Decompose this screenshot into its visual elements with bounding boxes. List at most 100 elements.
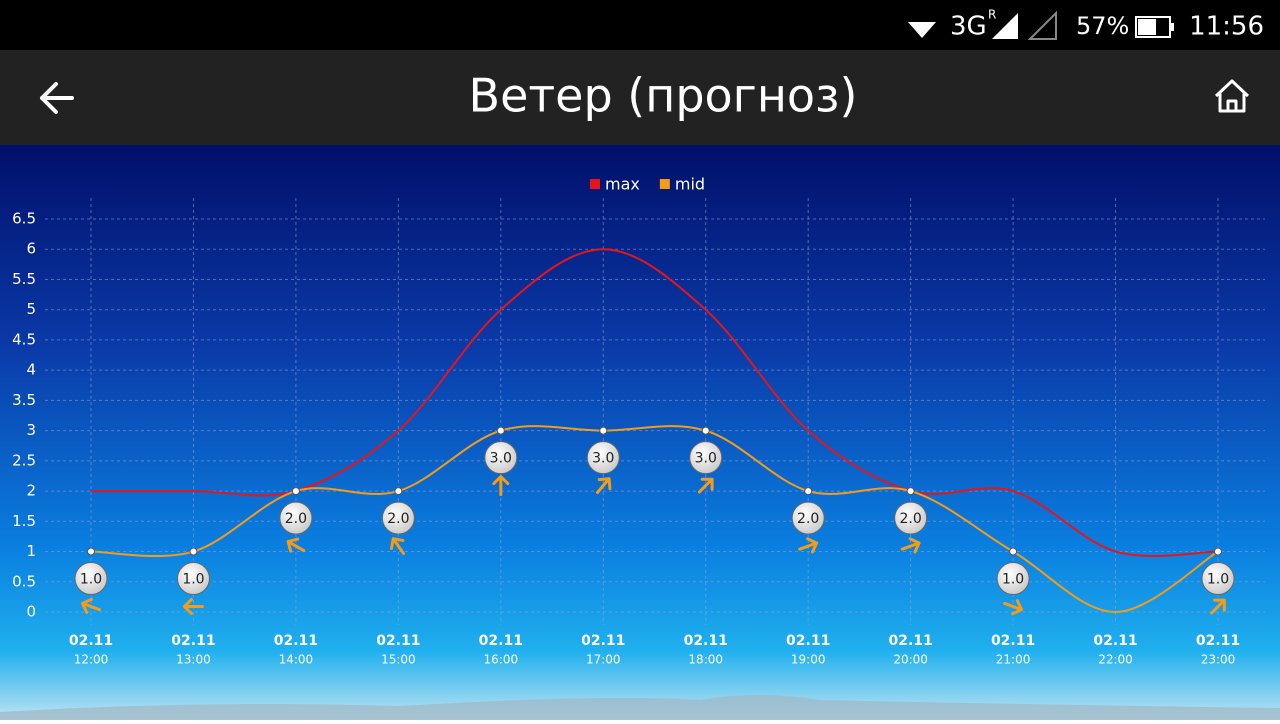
y-tick-label: 2: [26, 482, 36, 500]
value-badge: [381, 501, 415, 535]
point-marker: [1009, 547, 1018, 556]
x-tick-date: 02.11: [376, 633, 420, 649]
app-bar: [0, 50, 1280, 145]
chart-background: [0, 145, 1280, 720]
value-label: 3.0: [490, 451, 512, 467]
battery-tip: [1170, 23, 1174, 31]
x-tick-date: 02.11: [991, 633, 1035, 649]
x-tick-time: 16:00: [484, 653, 519, 667]
wind-arrow: [81, 597, 101, 614]
battery-level: [1138, 19, 1156, 35]
value-label: 1.0: [80, 572, 102, 588]
point-marker: [701, 426, 710, 435]
value-label: 2.0: [797, 511, 819, 527]
wind-arrow: [697, 477, 714, 494]
wind-arrow: [492, 475, 510, 497]
x-tick-time: 18:00: [688, 653, 723, 667]
x-tick-date: 02.11: [888, 633, 932, 649]
legend-swatch: [590, 179, 600, 189]
x-tick-time: 21:00: [996, 653, 1031, 667]
value-label: 2.0: [387, 511, 409, 527]
x-tick-date: 02.11: [479, 633, 523, 649]
home-icon[interactable]: [1214, 79, 1250, 113]
y-tick-label: 1.5: [12, 512, 36, 530]
wind-arrow: [389, 537, 406, 555]
home-button[interactable]: [1214, 79, 1250, 113]
y-tick-label: 6: [26, 240, 36, 258]
value-badge: [791, 501, 825, 535]
network-type: 3G: [950, 12, 987, 42]
x-tick-time: 17:00: [586, 653, 621, 667]
point-marker: [1214, 547, 1222, 556]
legend-label: max: [605, 175, 640, 194]
value-badge: [74, 562, 108, 596]
x-tick-date: 02.11: [69, 633, 113, 649]
value-label: 3.0: [695, 451, 717, 467]
x-tick-date: 02.11: [274, 633, 318, 649]
wind-arrow: [1003, 599, 1024, 616]
y-tick-label: 4.5: [12, 330, 36, 348]
x-tick-time: 20:00: [893, 653, 928, 667]
x-tick-date: 02.11: [581, 633, 625, 649]
point-marker: [804, 487, 813, 496]
roaming-flag: R: [988, 8, 996, 22]
wind-arrow: [900, 537, 921, 554]
value-label: 1.0: [1207, 572, 1229, 588]
x-tick-date: 02.11: [786, 633, 830, 649]
value-label: 2.0: [285, 511, 307, 527]
value-badge: [484, 441, 518, 475]
x-tick-date: 02.11: [171, 633, 215, 649]
x-tick-time: 19:00: [791, 653, 826, 667]
point-marker: [87, 547, 95, 556]
wind-arrow: [595, 477, 612, 495]
y-tick-label: 0: [26, 603, 36, 621]
x-tick-time: 14:00: [279, 653, 314, 667]
x-tick-date: 02.11: [1196, 633, 1240, 649]
wifi-icon: [908, 22, 936, 38]
wind-arrow: [1210, 598, 1226, 615]
y-tick-label: 3.5: [12, 391, 36, 409]
clock: 11:56: [1189, 12, 1264, 42]
value-badge: [996, 562, 1030, 596]
back-arrow[interactable]: [40, 82, 74, 114]
y-tick-label: 5: [26, 300, 36, 318]
x-tick-time: 15:00: [381, 653, 416, 667]
value-label: 1.0: [1002, 572, 1024, 588]
value-badge: [176, 562, 210, 596]
landscape: [0, 695, 1280, 720]
battery-percent: 57%: [1076, 12, 1129, 40]
point-marker: [906, 487, 915, 496]
back-button[interactable]: [40, 82, 74, 114]
value-badge: [586, 441, 620, 475]
point-marker: [599, 426, 608, 435]
screen-title: Ветер (прогноз): [469, 69, 858, 123]
y-tick-label: 3: [26, 421, 36, 439]
value-label: 1.0: [182, 572, 204, 588]
x-tick-time: 12:00: [74, 653, 109, 667]
x-tick-time: 13:00: [176, 653, 211, 667]
wind-arrow: [182, 598, 204, 616]
wind-arrow: [798, 537, 819, 554]
status-bar: [0, 0, 1280, 50]
legend-swatch: [659, 179, 670, 189]
y-tick-label: 4: [26, 361, 36, 379]
y-tick-label: 2.5: [12, 451, 36, 469]
signal-icon-2: [1027, 10, 1057, 40]
point-marker: [189, 547, 198, 556]
series-line: [90, 425, 1219, 614]
signal-icon: [992, 13, 1018, 39]
wind-arrow: [286, 537, 306, 553]
value-badge: [894, 501, 928, 535]
legend-label: mid: [675, 175, 705, 194]
value-badge: [1201, 562, 1235, 596]
value-label: 2.0: [900, 511, 922, 527]
value-badge: [689, 441, 723, 475]
y-tick-label: 0.5: [12, 572, 36, 590]
x-tick-date: 02.11: [1093, 633, 1137, 649]
x-tick-time: 23:00: [1201, 653, 1236, 667]
y-tick-label: 6.5: [12, 210, 36, 228]
point-marker: [291, 487, 300, 496]
value-badge: [279, 501, 313, 535]
